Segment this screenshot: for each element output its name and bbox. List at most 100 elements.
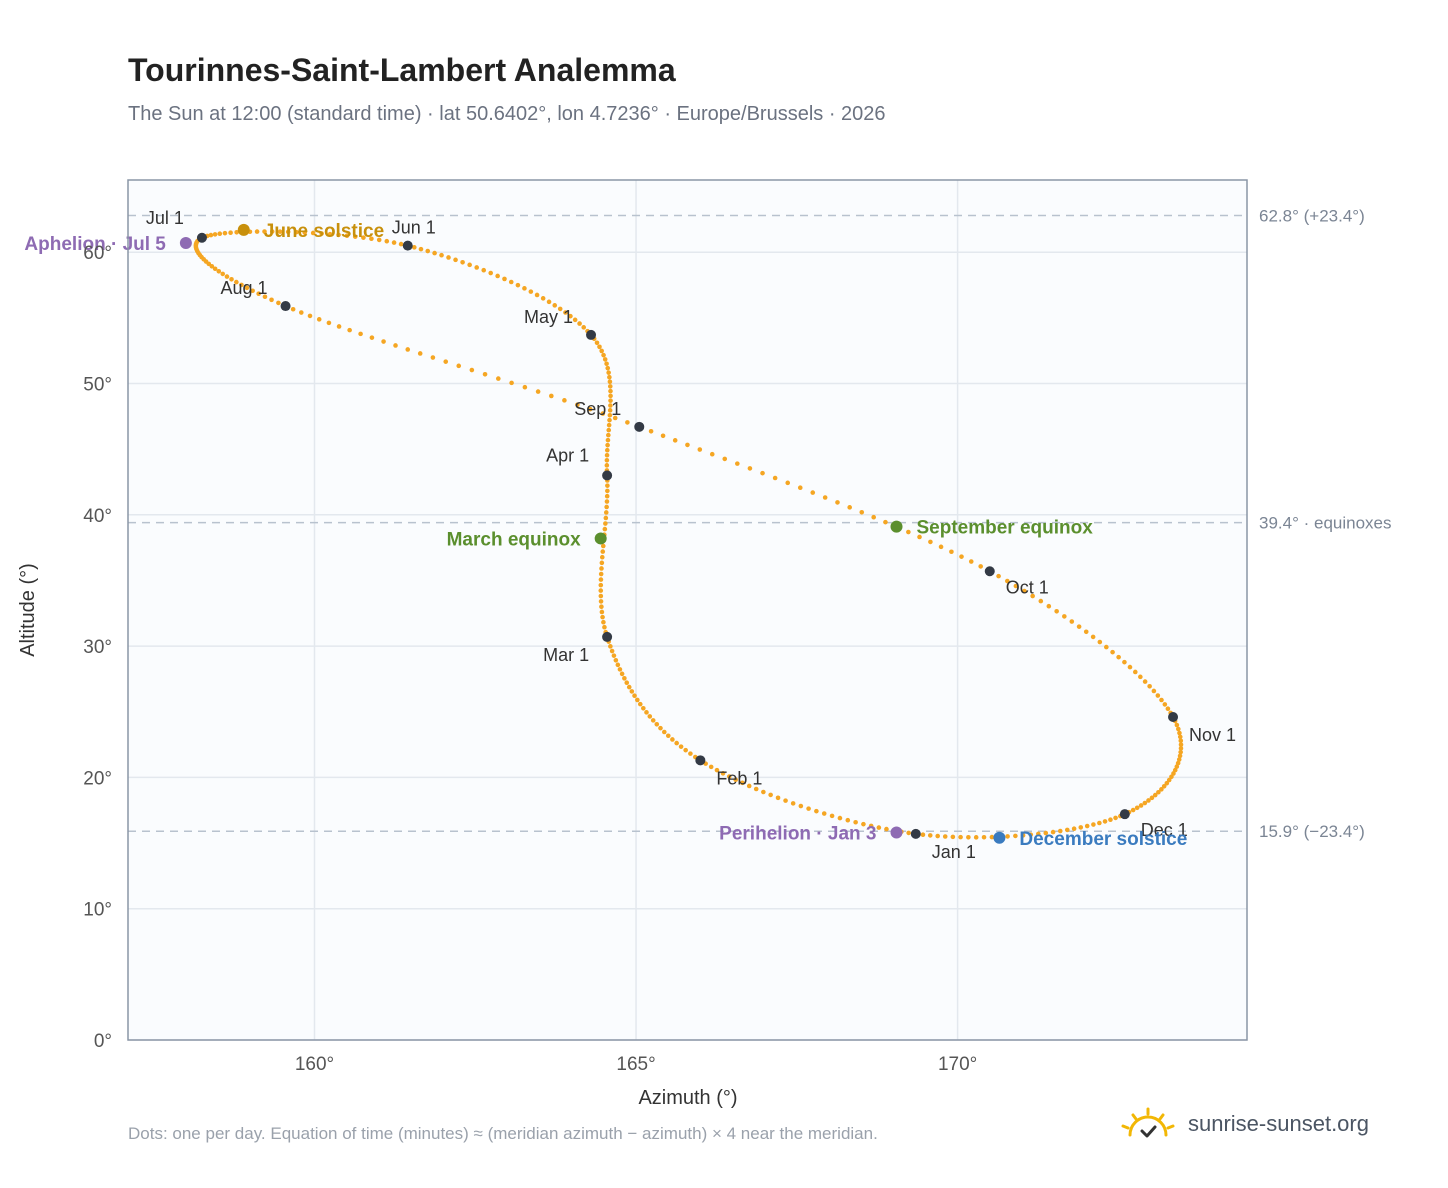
daily-dot	[683, 747, 688, 753]
daily-dot	[1142, 679, 1148, 684]
daily-dot	[602, 357, 608, 362]
daily-dot	[1038, 598, 1044, 604]
daily-dot	[1005, 834, 1010, 839]
daily-dot	[1146, 798, 1151, 803]
daily-dot	[599, 348, 604, 354]
daily-dot	[928, 539, 933, 545]
daily-dot	[775, 795, 781, 801]
daily-dot	[600, 549, 606, 554]
daily-dot	[604, 499, 610, 504]
daily-dot	[212, 266, 218, 272]
daily-dot	[1084, 823, 1090, 829]
daily-dot	[697, 447, 703, 452]
daily-dot	[1022, 588, 1027, 594]
daily-dot	[1178, 746, 1184, 751]
daily-dot	[1138, 674, 1143, 680]
month-marker	[1168, 712, 1179, 723]
month-marker	[602, 470, 613, 481]
daily-dot	[418, 246, 424, 252]
daily-dot	[733, 777, 739, 783]
daily-dot	[604, 504, 609, 510]
daily-dot	[482, 371, 488, 377]
daily-dot	[613, 657, 619, 663]
daily-dot	[920, 832, 926, 837]
daily-dot	[822, 495, 828, 500]
brand-name[interactable]: sunrise-sunset.org	[1188, 1111, 1369, 1136]
event-marker	[237, 223, 250, 236]
daily-dot	[853, 819, 858, 825]
daily-dot	[735, 461, 740, 466]
axis-ticks: 160° 165° 170° 0° 10° 20° 30° 40° 50° 60°	[83, 243, 977, 1075]
reference-line-label: 62.8° (+23.4°)	[1259, 206, 1365, 225]
daily-dot	[1176, 726, 1181, 732]
daily-dot	[605, 483, 610, 488]
daily-dot	[398, 241, 404, 247]
daily-dot	[1165, 706, 1171, 711]
daily-dot	[714, 767, 720, 773]
y-axis-label: Altitude (°)	[17, 563, 39, 657]
daily-dot	[814, 808, 819, 814]
daily-dot	[496, 376, 501, 381]
month-label: Oct 1	[1006, 577, 1049, 597]
daily-dot	[601, 352, 606, 358]
x-tick-label: 170°	[938, 1054, 977, 1075]
daily-dot	[603, 510, 609, 515]
daily-dot	[605, 365, 611, 371]
daily-dot	[1005, 578, 1010, 584]
daily-dot	[605, 437, 611, 443]
daily-dot	[1102, 819, 1108, 824]
daily-dot	[760, 470, 765, 476]
daily-dot	[244, 285, 250, 291]
daily-dot	[599, 554, 605, 560]
daily-dot	[658, 725, 663, 731]
daily-dot	[277, 229, 283, 234]
daily-dot	[604, 452, 610, 458]
daily-dot	[602, 526, 608, 532]
daily-dot	[594, 340, 600, 346]
month-marker	[984, 566, 995, 577]
daily-dot	[1020, 833, 1026, 838]
daily-dot	[572, 317, 578, 323]
daily-dot	[861, 821, 866, 827]
month-label: Nov 1	[1189, 725, 1236, 745]
daily-dot	[1071, 826, 1077, 832]
month-marker	[402, 240, 413, 251]
daily-dot	[938, 544, 944, 550]
daily-dot	[650, 718, 656, 723]
daily-dot	[557, 306, 563, 312]
daily-dot	[1175, 760, 1181, 766]
daily-dot	[209, 263, 215, 269]
daily-dot	[336, 324, 342, 329]
daily-dot	[229, 277, 234, 282]
month-label: Mar 1	[543, 645, 589, 665]
daily-dot	[606, 427, 612, 433]
month-label: Dec 1	[1141, 820, 1188, 840]
daily-dot	[660, 433, 666, 439]
daily-dot	[709, 451, 715, 457]
daily-dot	[456, 363, 462, 369]
chart-subtitle: The Sun at 12:00 (standard time) · lat 5…	[128, 103, 886, 125]
daily-dot	[790, 801, 796, 806]
daily-dot	[250, 288, 255, 294]
daily-dot	[607, 384, 613, 389]
daily-dot	[797, 485, 803, 491]
month-marker	[695, 755, 706, 766]
daily-dot	[262, 294, 268, 300]
daily-dot	[474, 265, 480, 270]
daily-dot	[973, 835, 979, 840]
daily-dot	[1134, 805, 1140, 811]
event-marker	[890, 826, 903, 839]
daily-dot	[1176, 757, 1182, 762]
month-label: Jan 1	[932, 842, 976, 862]
daily-dot	[783, 798, 788, 803]
brand[interactable]: sunrise-sunset.org	[1120, 1104, 1369, 1144]
daily-dot	[605, 488, 610, 494]
x-tick-label: 165°	[616, 1054, 655, 1075]
daily-dot	[847, 505, 852, 510]
daily-dot	[772, 475, 778, 481]
daily-dot	[654, 722, 660, 727]
daily-dot	[1090, 634, 1096, 640]
daily-dot	[685, 442, 690, 448]
daily-dot	[220, 271, 226, 277]
daily-dot	[641, 705, 646, 711]
